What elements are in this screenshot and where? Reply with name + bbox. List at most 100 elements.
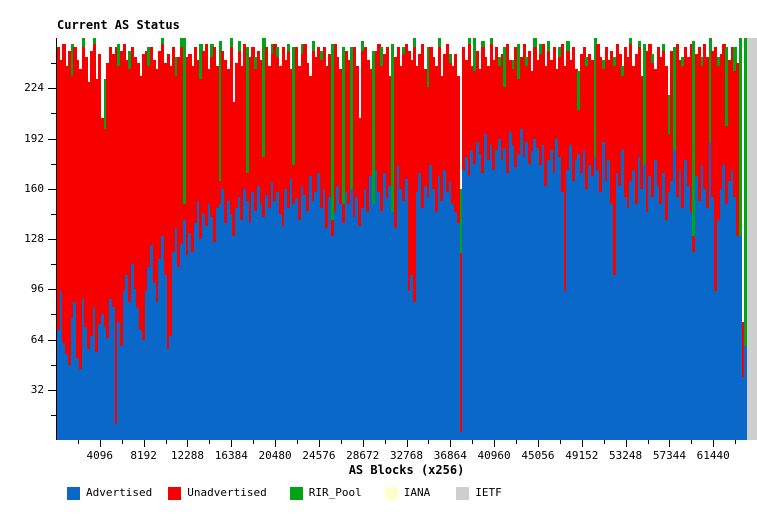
- bar-segment-unadvertised: [158, 50, 162, 260]
- bar-segment-unadvertised: [705, 56, 710, 208]
- x-axis-tick-label: 61440: [696, 449, 730, 462]
- bar-segment-advertised: [700, 165, 704, 440]
- bar-segment-rir-pool: [637, 41, 641, 48]
- bar-segment-unadvertised: [306, 63, 310, 211]
- bar-segment-rir-pool: [182, 38, 187, 205]
- x-axis-minor-tick: [340, 440, 342, 444]
- bar-segment-advertised: [555, 138, 559, 440]
- bar-segment-advertised: [119, 345, 124, 440]
- bar-segment-advertised: [741, 377, 745, 440]
- bar-segment-unadvertised: [454, 53, 458, 213]
- bar-segment-unadvertised: [245, 173, 250, 202]
- bar-segment-unadvertised: [533, 47, 537, 139]
- x-axis-minor-tick: [77, 440, 79, 444]
- bar-segment-rir-pool: [593, 38, 597, 158]
- bar-segment-unadvertised: [292, 165, 296, 205]
- x-axis-title: AS Blocks (x256): [348, 463, 465, 477]
- bar-segment-unadvertised: [549, 60, 554, 150]
- x-axis-minor-tick: [603, 440, 605, 444]
- bar-segment-unadvertised: [251, 47, 255, 192]
- bar-segment-advertised: [308, 176, 313, 440]
- bar-segment-unadvertised: [150, 47, 154, 246]
- bar-segment-advertised: [237, 196, 241, 440]
- bar-segment-advertised: [103, 326, 107, 440]
- x-axis-minor-tick: [253, 440, 255, 444]
- rir-pool-swatch: [289, 486, 303, 500]
- bar-segment-unadvertised: [92, 44, 96, 307]
- plot-area: [56, 38, 757, 440]
- bar-segment-unadvertised: [514, 47, 518, 167]
- bar-segment-unadvertised: [278, 66, 282, 214]
- bar-segment-advertised: [451, 204, 455, 440]
- bar-segment-advertised: [637, 157, 641, 440]
- bar-segment-advertised: [590, 176, 595, 440]
- bar-segment-advertised: [344, 191, 348, 440]
- bar-segment-rir-pool: [503, 47, 507, 87]
- bar-segment-unadvertised: [70, 75, 74, 318]
- bar-segment-unadvertised: [506, 44, 510, 174]
- x-axis-minor-tick: [559, 440, 561, 444]
- bar-segment-unadvertised: [382, 53, 387, 174]
- bar-segment-rir-pool: [497, 56, 502, 67]
- bar-segment-unadvertised: [467, 44, 471, 177]
- bar-segment-unadvertised: [517, 78, 521, 155]
- ietf-swatch: [456, 486, 470, 500]
- bar-segment-advertised: [229, 213, 233, 440]
- bar-segment-advertised: [213, 242, 217, 440]
- bar-segment-rir-pool: [547, 41, 551, 51]
- x-axis-tick-label: 16384: [214, 449, 248, 462]
- bar-segment-advertised: [511, 144, 515, 440]
- bar-segment-unadvertised: [563, 66, 567, 291]
- bar-segment-advertised: [65, 353, 69, 440]
- bar-segment-unadvertised: [396, 47, 400, 166]
- bar-segment-advertised: [593, 157, 597, 440]
- x-axis-minor-tick: [647, 440, 649, 444]
- bar-segment-advertised: [533, 138, 537, 440]
- bar-segment-unadvertised: [267, 66, 272, 208]
- bar-segment-unadvertised: [667, 133, 671, 192]
- bar-segment-unadvertised: [445, 44, 450, 192]
- x-axis-tick-label: 12288: [170, 449, 204, 462]
- bar-segment-advertised: [681, 207, 685, 440]
- bar-segment-unadvertised: [213, 47, 217, 243]
- bar-segment-advertised: [517, 154, 521, 440]
- bar-segment-advertised: [465, 157, 469, 440]
- bar-segment-advertised: [89, 336, 94, 440]
- bar-segment-rir-pool: [621, 66, 625, 76]
- bar-segment-advertised: [234, 207, 239, 440]
- bar-segment-advertised: [426, 196, 430, 440]
- bar-segment-unadvertised: [393, 56, 397, 229]
- bar-segment-rir-pool: [237, 41, 241, 51]
- bar-segment-advertised: [645, 212, 649, 440]
- bar-segment-advertised: [582, 149, 586, 440]
- bar-segment-advertised: [697, 201, 701, 440]
- legend-item-advertised: Advertised: [67, 486, 152, 500]
- bar-segment-unadvertised: [552, 47, 556, 174]
- bar-segment-unadvertised: [352, 47, 356, 218]
- bar-segment-advertised: [667, 191, 671, 440]
- bar-segment-advertised: [218, 204, 222, 440]
- bar-segment-unadvertised: [328, 53, 332, 197]
- bar-segment-unadvertised: [62, 44, 66, 343]
- bar-segment-unadvertised: [421, 44, 425, 208]
- bar-segment-unadvertised: [341, 204, 345, 224]
- bar-segment-advertised: [692, 251, 696, 440]
- bar-segment-unadvertised: [256, 50, 261, 186]
- bar-segment-advertised: [719, 188, 723, 440]
- bar-segment-unadvertised: [325, 66, 329, 229]
- bar-segment-advertised: [440, 201, 444, 440]
- bar-segment-rir-pool: [700, 56, 704, 67]
- bar-segment-unadvertised: [689, 44, 693, 213]
- bar-segment-rir-pool: [270, 44, 274, 54]
- bar-segment-unadvertised: [76, 59, 80, 359]
- bar-segment-advertised: [59, 290, 63, 440]
- bar-segment-advertised: [659, 204, 663, 440]
- bar-segment-advertised: [402, 201, 406, 440]
- bar-segment-unadvertised: [106, 63, 110, 338]
- bar-segment-advertised: [358, 226, 362, 440]
- bar-segment-advertised: [251, 191, 255, 440]
- bar-segment-advertised: [273, 201, 277, 440]
- bar-segment-advertised: [360, 207, 365, 440]
- bar-segment-advertised: [418, 173, 422, 440]
- bar-segment-rir-pool: [330, 44, 335, 221]
